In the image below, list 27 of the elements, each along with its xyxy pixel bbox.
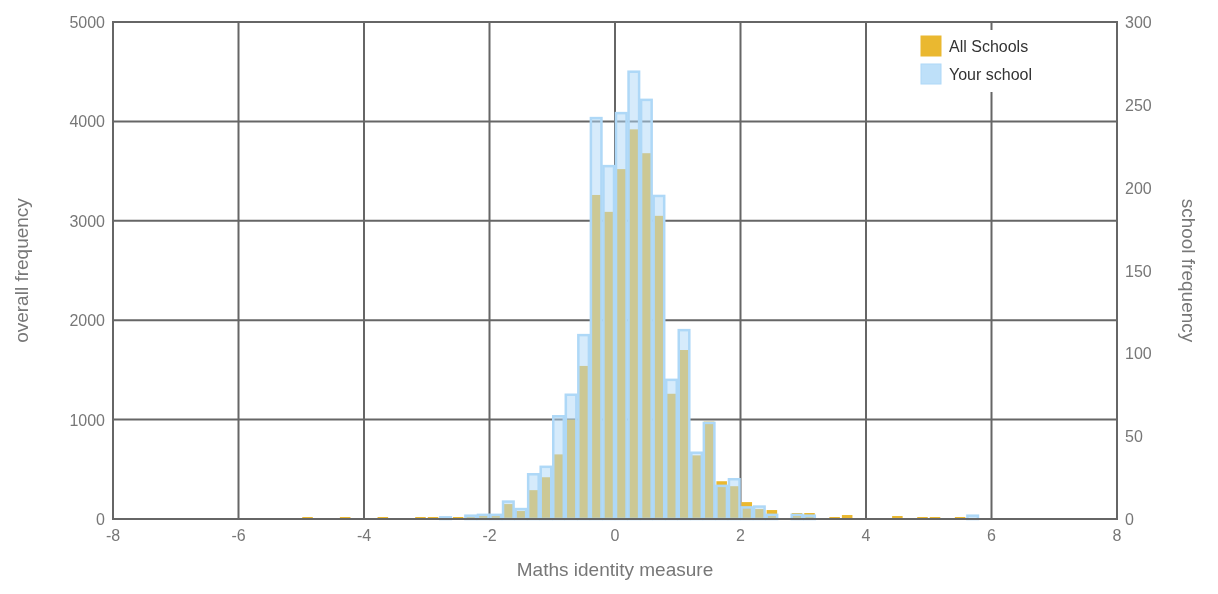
legend-label: All Schools bbox=[949, 38, 1029, 55]
y2-axis-title: school frequency bbox=[1178, 198, 1199, 343]
y2-tick-label: 50 bbox=[1125, 428, 1143, 446]
x-tick-label: -4 bbox=[356, 527, 372, 544]
x-tick-label: 0 bbox=[610, 527, 620, 544]
x-tick-label: 4 bbox=[861, 527, 871, 544]
y2-tick-label: 150 bbox=[1125, 262, 1152, 280]
x-tick-label: -6 bbox=[231, 527, 246, 544]
y2-tick-label: 100 bbox=[1125, 345, 1152, 363]
y-axis-title: overall frequency bbox=[11, 197, 32, 343]
y2-tick-label: 250 bbox=[1125, 96, 1152, 114]
y-tick-label: 4000 bbox=[69, 113, 106, 131]
x-tick-label: -8 bbox=[105, 527, 121, 544]
x-tick-label: 6 bbox=[987, 527, 997, 544]
y-tick-label: 2000 bbox=[69, 312, 106, 330]
x-tick-label: 2 bbox=[736, 527, 746, 544]
x-tick-label: -2 bbox=[482, 527, 497, 544]
x-tick-label: 8 bbox=[1112, 527, 1122, 544]
y2-tick-label: 0 bbox=[1125, 511, 1134, 528]
y2-tick-label: 300 bbox=[1125, 14, 1152, 31]
x-axis-title: Maths identity measure bbox=[516, 559, 714, 580]
y-tick-label: 0 bbox=[96, 511, 106, 528]
legend-label: Your school bbox=[949, 66, 1033, 83]
y-tick-label: 5000 bbox=[69, 14, 106, 31]
y-tick-label: 3000 bbox=[69, 212, 106, 230]
y2-tick-label: 200 bbox=[1125, 179, 1152, 197]
y-tick-label: 1000 bbox=[69, 411, 106, 429]
